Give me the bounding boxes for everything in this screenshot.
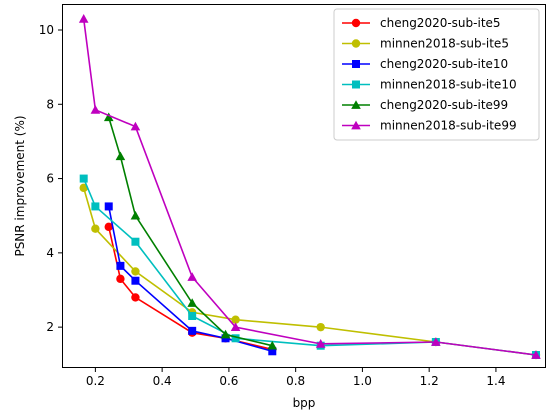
legend-frame	[333, 8, 540, 141]
x-tick-label: 0.6	[219, 374, 238, 388]
y-tick-label: 2	[46, 320, 54, 334]
x-tick-label: 1.0	[353, 374, 372, 388]
y-tick-label: 8	[46, 97, 54, 111]
data-point	[116, 274, 125, 284]
series-line	[82, 187, 537, 356]
legend-label: cheng2020-sub-ite99	[380, 98, 508, 112]
axis-ticks: 0.2 0.4 0.6 0.8 1.0 1.2 1.4 2 4 6 8 10	[39, 23, 506, 388]
legend-label: cheng2020-sub-ite5	[380, 16, 501, 30]
legend-marker	[351, 39, 361, 48]
series-minnen2018-sub-ite5	[79, 183, 541, 360]
data-point	[131, 267, 140, 276]
legend-label: minnen2018-sub-ite99	[380, 119, 517, 133]
data-point	[231, 334, 240, 343]
legend: cheng2020-sub-ite5 minnen2018-sub-ite5 che…	[333, 8, 540, 141]
data-point	[188, 326, 197, 335]
series-line	[107, 117, 273, 347]
data-point	[116, 261, 125, 270]
legend-entry: minnen2018-sub-ite10	[342, 78, 517, 92]
series-minnen2018-sub-ite10	[79, 174, 540, 359]
data-point	[231, 315, 240, 324]
x-tick-label: 1.2	[420, 374, 439, 388]
data-point	[230, 322, 241, 331]
legend-entry: cheng2020-sub-ite10	[342, 57, 508, 71]
legend-label: cheng2020-sub-ite10	[380, 57, 508, 71]
data-point	[131, 276, 140, 285]
x-tick-label: 0.8	[286, 374, 305, 388]
legend-marker	[351, 100, 361, 109]
data-point	[431, 337, 441, 346]
series-line	[82, 18, 537, 356]
legend-entry: cheng2020-sub-ite5	[342, 16, 501, 30]
data-point	[79, 183, 88, 193]
data-point	[91, 224, 100, 233]
data-point	[79, 174, 88, 183]
x-tick-label: 1.4	[486, 374, 505, 388]
legend-marker	[352, 60, 360, 68]
data-point	[131, 237, 140, 246]
legend-label: minnen2018-sub-ite10	[380, 78, 517, 92]
legend-marker	[351, 18, 361, 28]
y-tick-label: 10	[39, 23, 54, 37]
data-point	[131, 293, 140, 302]
data-point	[267, 340, 278, 350]
data-point	[316, 322, 325, 332]
data-point	[78, 14, 89, 23]
data-point	[220, 329, 231, 339]
legend-entry: cheng2020-sub-ite99	[342, 98, 508, 112]
data-point	[104, 202, 113, 211]
data-point	[268, 347, 277, 356]
legend-marker	[351, 120, 361, 130]
data-point	[187, 272, 197, 281]
data-point	[130, 121, 141, 131]
legend-label: minnen2018-sub-ite5	[380, 37, 509, 51]
data-point	[188, 312, 197, 320]
data-point	[130, 210, 141, 220]
data-point	[91, 202, 100, 211]
series-minnen2018-sub-ite99	[78, 14, 541, 359]
data-point	[531, 350, 541, 359]
series-layer	[78, 14, 541, 360]
y-tick-label: 6	[46, 172, 54, 186]
y-tick-label: 4	[46, 246, 54, 260]
legend-marker	[352, 80, 360, 89]
data-point	[187, 298, 197, 307]
legend-entry: minnen2018-sub-ite99	[342, 119, 517, 133]
data-point	[315, 339, 326, 348]
data-point	[115, 151, 126, 161]
series-line	[82, 178, 537, 356]
data-point	[90, 105, 101, 114]
series-cheng2020-sub-ite99	[103, 112, 278, 350]
data-point	[103, 112, 114, 122]
x-axis-label: bpp	[293, 396, 316, 410]
legend-entry: minnen2018-sub-ite5	[342, 37, 509, 51]
data-point	[104, 222, 113, 232]
x-tick-label: 0.4	[153, 374, 172, 388]
x-tick-label: 0.2	[86, 374, 105, 388]
y-axis-label: PSNR improvement (%)	[13, 115, 27, 256]
